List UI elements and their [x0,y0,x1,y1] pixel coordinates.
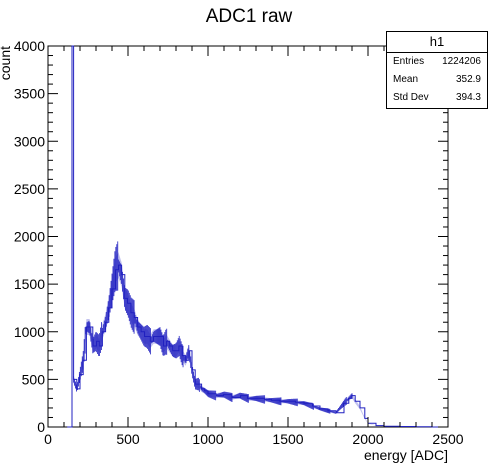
stats-row-entries: Entries 1224206 [387,53,487,71]
x-tick-label: 1000 [192,431,223,447]
x-tick-label: 1500 [272,431,303,447]
y-tick-label: 3000 [14,133,45,149]
stats-label: Mean [393,74,419,85]
x-axis-label: energy [ADC] [364,447,448,463]
stats-row-mean: Mean 352.9 [387,71,487,89]
y-axis-label: count [0,46,13,80]
y-tick-label: 3500 [14,86,45,102]
y-tick-label: 1000 [14,324,45,340]
x-tick-label: 500 [116,431,140,447]
stats-label: Entries [393,56,425,67]
y-tick-label: 4000 [14,38,45,54]
stats-value: 394.3 [455,92,481,103]
x-tick-label: 0 [44,431,52,447]
stats-value: 1224206 [442,56,481,67]
stats-label: Std Dev [393,92,429,103]
stats-value: 352.9 [455,74,481,85]
x-tick-label: 2500 [432,431,463,447]
x-tick-label: 2000 [352,431,383,447]
stats-row-stddev: Std Dev 394.3 [387,89,487,107]
stats-box: h1 Entries 1224206 Mean 352.9 Std Dev 39… [386,31,488,109]
y-tick-label: 0 [37,419,45,435]
series-line [67,45,448,428]
y-tick-label: 2000 [14,229,45,245]
stats-title: h1 [387,32,487,53]
chart-title: ADC1 raw [205,6,293,27]
y-tick-label: 500 [22,371,46,387]
y-tick-label: 1500 [14,276,45,292]
y-tick-label: 2500 [14,181,45,197]
